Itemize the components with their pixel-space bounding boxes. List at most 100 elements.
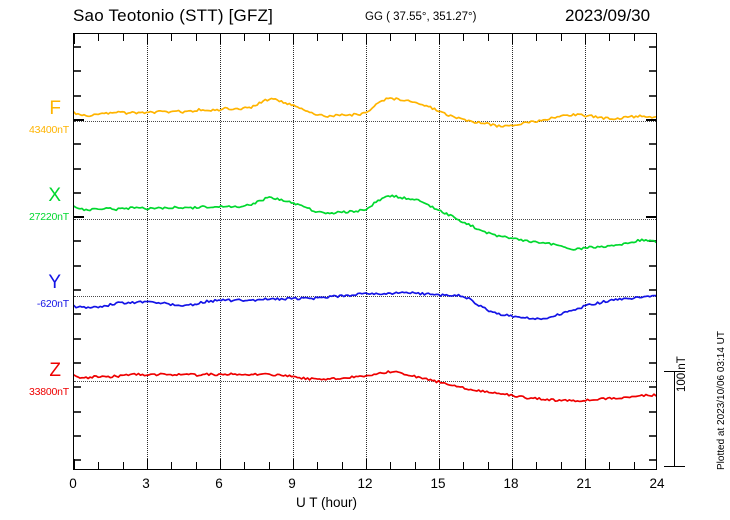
x-axis-tick-hour-17 bbox=[487, 34, 489, 41]
x-axis-tick-hour-18 bbox=[512, 34, 513, 44]
plot-inner bbox=[74, 34, 656, 469]
scale-bar-line bbox=[674, 371, 675, 467]
x-axis-tick-hour-12 bbox=[366, 34, 367, 44]
x-axis-tick-hour-21 bbox=[585, 459, 586, 469]
x-axis-tick-hour-19 bbox=[536, 462, 538, 469]
x-axis-tick-hour-10 bbox=[317, 34, 319, 41]
y-axis-tick bbox=[649, 289, 656, 291]
y-axis-tick bbox=[74, 143, 81, 146]
y-axis-tick bbox=[646, 118, 656, 121]
y-axis-tick bbox=[74, 459, 81, 462]
component-baseline-f: 43400nT bbox=[28, 124, 69, 136]
x-axis-tick-hour-12 bbox=[366, 459, 367, 469]
y-axis-tick bbox=[74, 410, 81, 413]
x-axis-tick-hour-16 bbox=[463, 34, 465, 41]
y-axis-tick bbox=[74, 118, 84, 121]
y-axis-tick bbox=[74, 337, 81, 340]
geographic-coordinates-prefix: GG bbox=[365, 11, 383, 23]
x-axis-tick-hour-23 bbox=[633, 462, 635, 469]
y-axis-tick bbox=[649, 46, 656, 48]
y-axis-tick bbox=[649, 143, 656, 146]
x-axis-tick-hour-6 bbox=[220, 34, 221, 44]
component-label-z: Z bbox=[49, 360, 61, 381]
trace-z bbox=[74, 370, 656, 403]
x-axis-tick-hour-13 bbox=[390, 34, 392, 41]
y-axis-tick bbox=[649, 337, 656, 340]
x-axis-tick-hour-15 bbox=[439, 34, 440, 44]
x-axis-label-18: 18 bbox=[503, 476, 519, 491]
x-axis-tick-hour-9 bbox=[293, 34, 294, 44]
y-axis-tick bbox=[74, 46, 81, 48]
y-axis-tick bbox=[649, 459, 656, 462]
x-axis-tick-hour-20 bbox=[560, 462, 562, 469]
baseline-x bbox=[74, 219, 656, 220]
x-axis-tick-hour-22 bbox=[609, 462, 611, 469]
y-axis-tick bbox=[74, 264, 81, 267]
grid-line-hour-9 bbox=[293, 34, 294, 469]
page-title: Sao Teotonio (STT) [GFZ] bbox=[73, 6, 274, 25]
trace-x bbox=[74, 194, 656, 251]
grid-line-hour-3 bbox=[147, 34, 148, 469]
x-axis-tick-hour-9 bbox=[293, 459, 294, 469]
x-axis-tick-hour-15 bbox=[439, 459, 440, 469]
grid-line-hour-6 bbox=[220, 34, 221, 469]
y-axis-tick bbox=[649, 191, 656, 194]
x-axis-label-15: 15 bbox=[430, 476, 446, 491]
y-axis-tick bbox=[74, 434, 81, 437]
x-axis-tick-hour-10 bbox=[317, 462, 319, 469]
y-axis-tick bbox=[649, 264, 656, 267]
scale-bar-bottom-cap bbox=[664, 466, 685, 467]
x-axis-tick-hour-7 bbox=[244, 462, 246, 469]
geographic-coordinates: GG ( 37.55°, 351.27°) bbox=[365, 11, 477, 23]
component-label-x: X bbox=[48, 185, 61, 206]
y-axis-tick bbox=[649, 410, 656, 413]
y-axis-tick bbox=[74, 94, 81, 97]
x-axis-tick-hour-13 bbox=[390, 462, 392, 469]
y-axis-tick bbox=[74, 289, 81, 291]
x-axis-tick-hour-22 bbox=[609, 34, 611, 41]
grid-line-hour-21 bbox=[585, 34, 586, 469]
x-axis-tick-hour-20 bbox=[560, 34, 562, 41]
y-axis-tick bbox=[646, 216, 656, 219]
x-axis-tick-hour-21 bbox=[585, 34, 586, 44]
x-axis-tick-hour-3 bbox=[147, 34, 148, 44]
component-label-f: F bbox=[49, 98, 61, 119]
x-axis-tick-hour-14 bbox=[414, 462, 416, 469]
y-axis-tick bbox=[74, 191, 81, 194]
x-axis-tick-hour-2 bbox=[122, 462, 124, 469]
y-axis-tick bbox=[649, 70, 656, 73]
magnetogram-traces bbox=[74, 97, 656, 403]
x-axis-tick-hour-11 bbox=[341, 34, 343, 41]
x-axis-label-3: 3 bbox=[142, 476, 150, 491]
x-axis-tick-hour-18 bbox=[512, 459, 513, 469]
x-axis-tick-hour-14 bbox=[414, 34, 416, 41]
baseline-z bbox=[74, 381, 656, 382]
y-axis-tick bbox=[649, 313, 656, 316]
baseline-f bbox=[74, 121, 656, 122]
x-axis-label-0: 0 bbox=[69, 476, 77, 491]
x-axis-tick-hour-19 bbox=[536, 34, 538, 41]
y-axis-tick bbox=[74, 167, 81, 170]
y-axis-tick bbox=[649, 386, 656, 389]
x-axis-tick-hour-3 bbox=[147, 459, 148, 469]
component-label-y: Y bbox=[48, 272, 61, 293]
y-axis-tick bbox=[649, 434, 656, 437]
scale-bar-label: 100 nT bbox=[676, 356, 688, 392]
x-axis-tick-hour-11 bbox=[341, 462, 343, 469]
y-axis-tick bbox=[74, 240, 81, 243]
trace-y bbox=[74, 291, 656, 321]
x-axis-tick-hour-4 bbox=[171, 462, 173, 469]
x-axis-tick-hour-2 bbox=[122, 34, 124, 41]
y-axis-tick bbox=[649, 361, 656, 364]
baseline-y bbox=[74, 296, 656, 297]
y-axis-tick bbox=[74, 70, 81, 73]
grid-line-hour-18 bbox=[512, 34, 513, 469]
x-axis-tick-hour-1 bbox=[98, 462, 100, 469]
y-axis-tick bbox=[74, 386, 81, 389]
plotted-at-timestamp: Plotted at 2023/10/06 03:14 UT bbox=[716, 331, 727, 470]
y-axis-tick bbox=[74, 216, 84, 219]
x-axis-label-24: 24 bbox=[649, 476, 665, 491]
x-axis-tick-hour-4 bbox=[171, 34, 173, 41]
trace-f bbox=[74, 97, 656, 128]
magnetogram-plot-area bbox=[73, 33, 657, 470]
